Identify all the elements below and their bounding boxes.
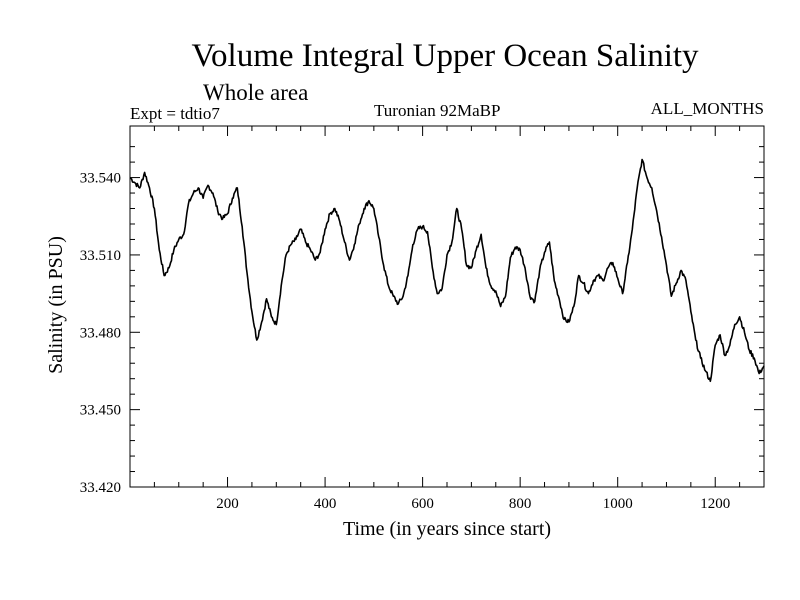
y-tick-label: 33.510	[80, 248, 121, 264]
months-label: ALL_MONTHS	[650, 99, 764, 118]
salinity-series-line	[129, 158, 765, 383]
y-tick-labels: 33.420 33.450 33.480 33.510 33.540	[80, 171, 121, 496]
plot-frame	[129, 125, 765, 488]
y-tick-label: 33.420	[80, 480, 121, 496]
axis-ticks	[130, 126, 764, 487]
y-tick-label: 33.480	[80, 325, 121, 341]
y-tick-label: 33.540	[80, 171, 121, 187]
y-axis-label: Salinity (in PSU)	[45, 236, 67, 374]
experiment-label: Expt = tdtio7	[130, 104, 220, 123]
period-label: Turonian 92MaBP	[374, 101, 501, 120]
y-tick-label: 33.450	[80, 403, 121, 419]
x-tick-label: 1200	[700, 496, 730, 512]
x-tick-label: 1000	[603, 496, 633, 512]
chart-subtitle: Whole area	[203, 80, 309, 105]
chart-title: Volume Integral Upper Ocean Salinity	[191, 38, 699, 74]
x-axis-label: Time (in years since start)	[343, 518, 551, 540]
x-tick-label: 200	[216, 496, 239, 512]
x-tick-labels: 200 400 600 800 1000 1200	[216, 496, 730, 512]
x-tick-label: 800	[509, 496, 532, 512]
x-tick-label: 600	[411, 496, 434, 512]
x-tick-label: 400	[314, 496, 337, 512]
